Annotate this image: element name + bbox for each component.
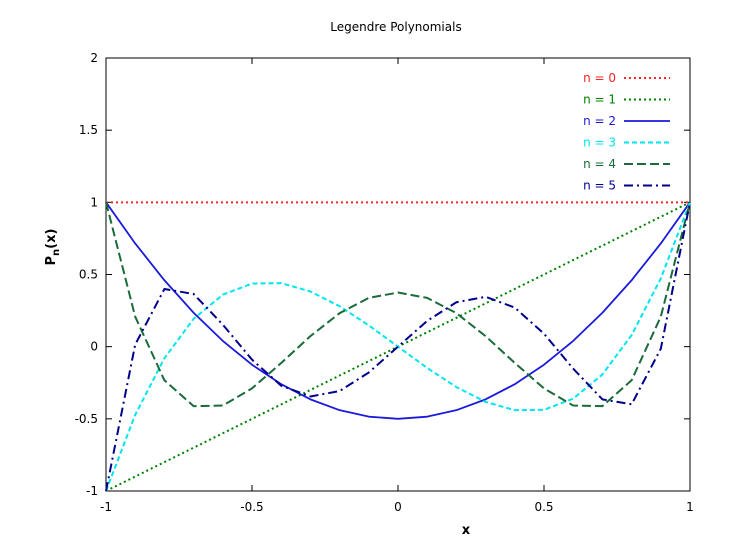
legend: n = 0 n = 1 n = 2 n = 3 n = 4 n = 5	[583, 71, 670, 193]
y-tick-label: 1	[90, 195, 98, 209]
x-axis-label: x	[462, 523, 471, 538]
legend-label-n1: n = 1	[583, 93, 616, 107]
legend-label-n5: n = 5	[583, 179, 616, 193]
y-axis-label-main: P	[44, 256, 59, 266]
y-axis-label-tail: (x)	[44, 229, 59, 249]
axis-ticks: -1 -0.5 0 0.5 1 -1 -0.5 0 0.5 1 1.5 2	[75, 51, 694, 514]
y-tick-label: 0.5	[79, 268, 98, 282]
x-tick-label: -0.5	[240, 500, 263, 514]
x-tick-label: 0.5	[534, 500, 553, 514]
series-line-n5	[105, 202, 691, 492]
legend-label-n2: n = 2	[583, 114, 616, 128]
series-layer	[105, 201, 691, 492]
y-tick-label: 1.5	[79, 123, 98, 137]
y-axis-label: Pn(x)	[44, 229, 62, 266]
svg-text:Pn(x): Pn(x)	[44, 229, 62, 266]
y-tick-label: 0	[90, 340, 98, 354]
y-tick-label: 2	[90, 51, 98, 65]
chart-title: Legendre Polynomials	[330, 20, 461, 34]
x-tick-label: 1	[686, 500, 694, 514]
y-tick-label: -0.5	[75, 412, 98, 426]
legend-label-n0: n = 0	[583, 71, 616, 85]
legend-label-n3: n = 3	[583, 136, 616, 150]
series-line-n2	[105, 201, 691, 420]
x-tick-label: 0	[394, 500, 402, 514]
series-line-n4	[105, 202, 691, 408]
legend-label-n4: n = 4	[583, 157, 616, 171]
y-axis-label-sub: n	[51, 249, 62, 256]
x-tick-label: -1	[100, 500, 112, 514]
series-line-n3	[105, 201, 691, 492]
y-tick-label: -1	[86, 484, 98, 498]
